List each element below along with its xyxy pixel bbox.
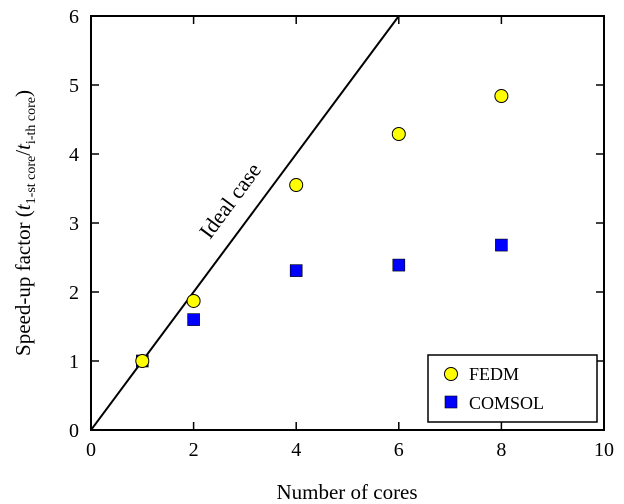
- y-tick-label: 1: [69, 351, 79, 373]
- x-tick-label: 10: [594, 439, 614, 461]
- y-tick-label: 5: [69, 75, 79, 97]
- legend-fedm-label: FEDM: [469, 364, 519, 384]
- legend-box: [427, 354, 598, 423]
- y-axis-title-sub1: 1-st core: [24, 156, 39, 205]
- fedm-point: [391, 126, 406, 141]
- y-tick-label: 0: [69, 420, 79, 442]
- legend-comsol-label: COMSOL: [469, 393, 544, 413]
- y-axis-title-suffix: ): [11, 90, 35, 97]
- y-axis-title-t1: t: [11, 203, 35, 210]
- x-axis-title: Number of cores: [276, 480, 417, 504]
- comsol-point: [392, 258, 406, 272]
- fedm-point: [494, 89, 509, 104]
- comsol-point: [187, 313, 200, 326]
- fedm-point: [135, 354, 150, 368]
- x-tick-label: 8: [496, 439, 506, 461]
- y-axis-title-slash: /: [11, 150, 35, 156]
- legend-comsol-marker: [444, 395, 458, 409]
- fedm-point: [186, 293, 201, 308]
- legend: FEDM COMSOL: [427, 354, 598, 423]
- y-axis-title-prefix: Speed-up factor (: [11, 210, 35, 356]
- ideal-case-annotation: Ideal case: [194, 158, 266, 243]
- legend-fedm-marker: [444, 367, 458, 381]
- y-tick-label: 3: [69, 213, 79, 235]
- y-axis-title: Speed-up factor (t1-st core/ti-th core): [11, 90, 39, 356]
- y-tick-label: 6: [69, 6, 79, 28]
- x-tick-label: 0: [86, 439, 96, 461]
- x-tick-label: 2: [189, 439, 199, 461]
- x-tick-label: 6: [394, 439, 404, 461]
- y-axis-title-t2: t: [11, 143, 35, 150]
- y-tick-label: 2: [69, 282, 79, 304]
- comsol-point: [495, 238, 508, 252]
- comsol-point: [289, 264, 303, 277]
- ideal-case-line: [91, 16, 400, 430]
- fedm-point: [289, 178, 304, 193]
- y-tick-label: 4: [69, 144, 79, 166]
- x-tick-label: 4: [291, 439, 301, 461]
- y-axis-title-sub2: i-th core: [24, 97, 39, 144]
